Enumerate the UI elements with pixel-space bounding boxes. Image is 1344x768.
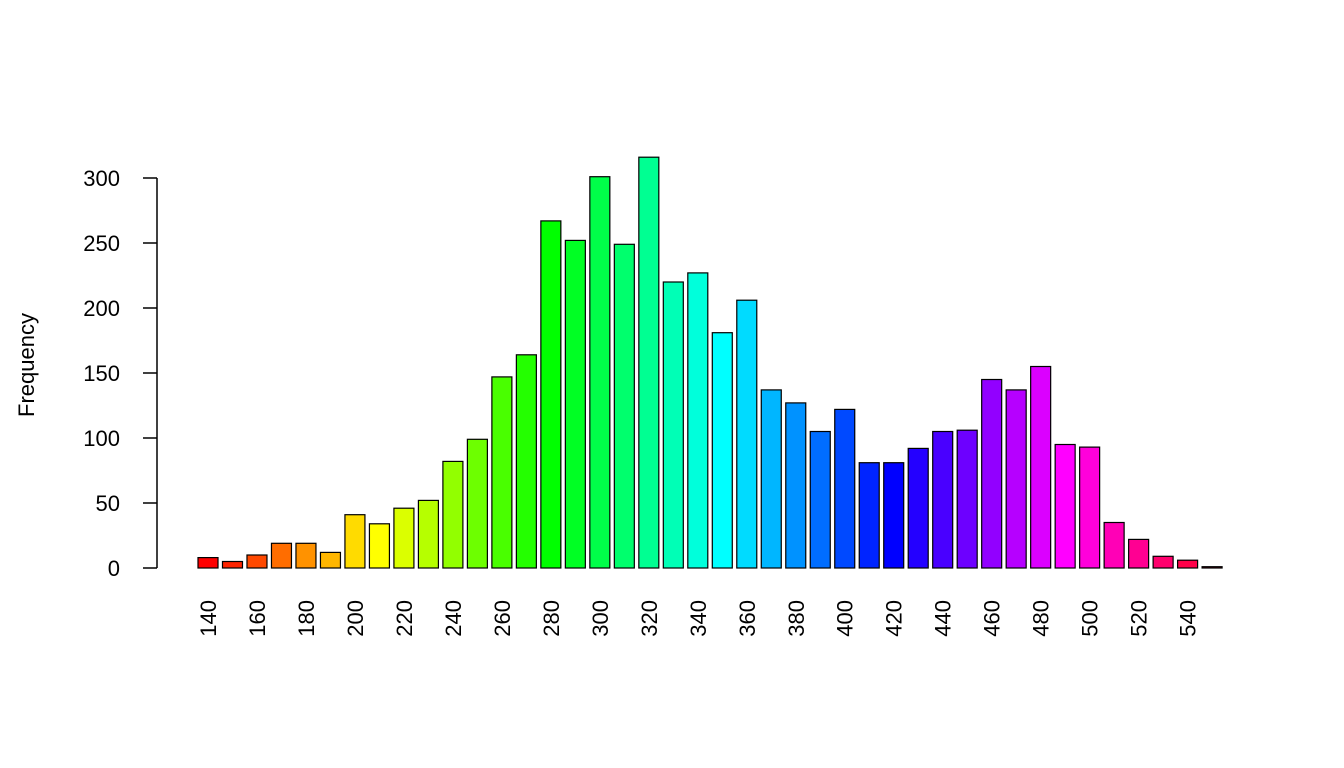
bar: [858, 462, 880, 569]
bar: [1079, 446, 1101, 569]
bar: [344, 514, 366, 569]
bar: [956, 429, 978, 569]
x-tick-label: 420: [882, 600, 907, 637]
bar: [638, 156, 660, 569]
x-tick-label: 260: [490, 600, 515, 637]
bar: [760, 389, 782, 569]
x-tick-label: 400: [833, 600, 858, 637]
bar: [491, 376, 513, 569]
bar: [1128, 538, 1150, 569]
x-tick-label: 500: [1078, 600, 1103, 637]
bar: [1152, 555, 1174, 569]
bar: [270, 542, 293, 569]
bar: [662, 281, 684, 569]
bar: [540, 220, 562, 569]
bar: [1103, 521, 1125, 569]
x-tick-label: 520: [1127, 600, 1152, 637]
x-tick-label: 160: [245, 600, 270, 637]
bar: [809, 430, 831, 569]
bar: [295, 542, 317, 569]
bar: [246, 554, 268, 569]
bar: [1054, 443, 1076, 569]
y-tick-label: 200: [83, 296, 120, 321]
bar: [981, 378, 1003, 569]
bar: [442, 460, 464, 569]
bar: [393, 507, 415, 569]
bar: [417, 499, 440, 569]
x-tick-label: 440: [931, 600, 956, 637]
bar: [589, 176, 611, 569]
bar: [736, 299, 758, 569]
bar: [785, 402, 807, 569]
y-tick-label: 250: [83, 231, 120, 256]
x-tick-label: 240: [441, 600, 466, 637]
bar: [1176, 559, 1199, 569]
x-tick-label: 200: [343, 600, 368, 637]
x-tick-label: 180: [294, 600, 319, 637]
bar: [466, 438, 488, 569]
y-tick-label: 150: [83, 361, 120, 386]
x-tick-label: 140: [196, 600, 221, 637]
bar: [687, 272, 709, 569]
x-tick-label: 540: [1176, 600, 1201, 637]
x-tick-label: 280: [539, 600, 564, 637]
bar: [564, 239, 586, 569]
x-tick-label: 480: [1029, 600, 1054, 637]
bar: [368, 523, 391, 569]
x-tick-label: 340: [686, 600, 711, 637]
bar: [221, 560, 244, 569]
x-tick-label: 460: [980, 600, 1005, 637]
bar: [319, 551, 342, 569]
y-tick-label: 100: [83, 426, 120, 451]
x-tick-label: 380: [784, 600, 809, 637]
y-tick-label: 0: [108, 556, 120, 581]
bar: [711, 332, 733, 569]
bar: [834, 408, 856, 569]
bar: [932, 430, 954, 569]
bar: [1030, 365, 1052, 569]
bar: [883, 462, 905, 569]
x-tick-label: 300: [588, 600, 613, 637]
x-tick-label: 320: [637, 600, 662, 637]
bar: [613, 243, 635, 569]
bar: [907, 447, 929, 569]
bar: [197, 556, 219, 569]
y-tick-label: 300: [83, 166, 120, 191]
bar: [1005, 389, 1027, 569]
x-tick-label: 220: [392, 600, 417, 637]
bar: [515, 354, 537, 569]
bar: [1201, 566, 1223, 569]
y-tick-label: 50: [96, 491, 120, 516]
x-tick-label: 360: [735, 600, 760, 637]
y-axis-label: Frequency: [14, 313, 39, 417]
